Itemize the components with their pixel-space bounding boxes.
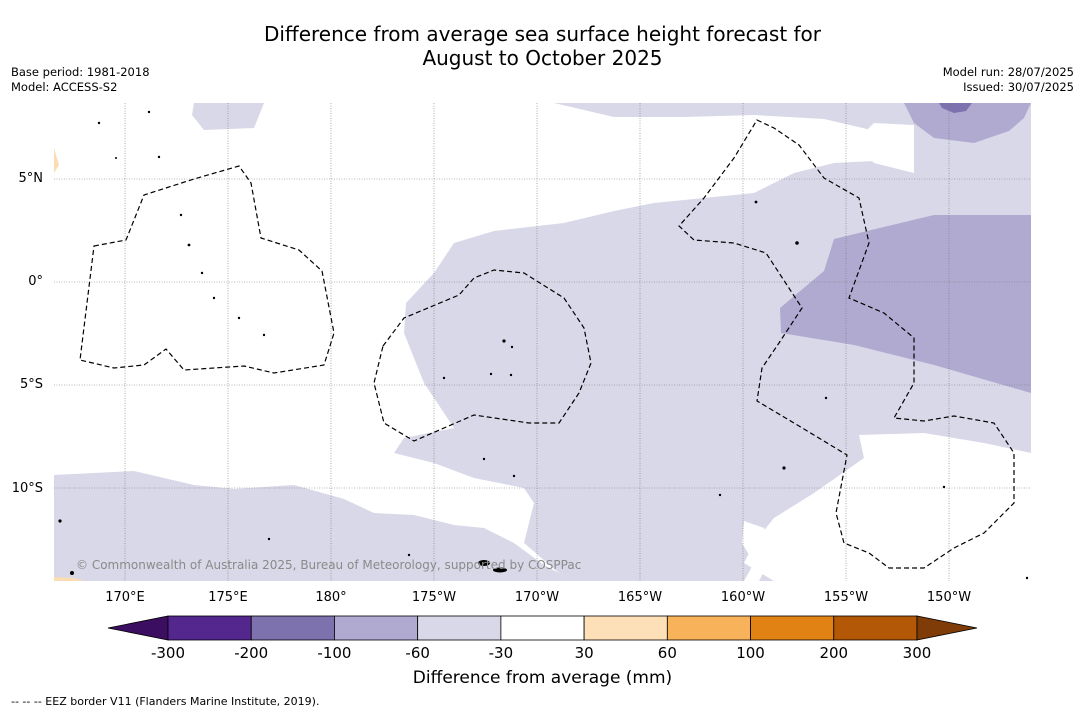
lon-label-165w: 165°W: [617, 590, 663, 605]
lon-label-155w: 155°W: [823, 590, 869, 605]
colorbar-segment: [750, 615, 835, 641]
lon-label-170e: 170°E: [105, 590, 145, 605]
colorbar-segment: [250, 615, 335, 641]
meta-right: Model run: 28/07/2025 Issued: 30/07/2025: [943, 65, 1074, 95]
colorbar-extend-high: [916, 615, 978, 641]
graticule: [54, 103, 1031, 581]
lon-label-175e: 175°E: [208, 590, 248, 605]
colorbar-tick-label: -30: [488, 644, 514, 662]
colorbar-tick-label: 300: [902, 644, 932, 662]
lon-label-170w: 170°W: [514, 590, 560, 605]
lat-label-0: 0°: [28, 274, 43, 289]
colorbar-segment: [417, 615, 502, 641]
lat-label-5s: 5°S: [19, 377, 43, 392]
copyright-notice: © Commonwealth of Australia 2025, Bureau…: [76, 558, 582, 572]
anomaly-region-northeast-core: [939, 103, 972, 113]
colorbar-tick-label: -60: [405, 644, 430, 662]
title-line-2: August to October 2025: [422, 46, 663, 70]
lon-label-160w: 160°W: [720, 590, 766, 605]
model-name: Model: ACCESS-S2: [11, 80, 118, 94]
map-area: [54, 103, 1031, 581]
map-svg: [54, 103, 1031, 581]
colorbar-segment: [666, 615, 751, 641]
issued-date: Issued: 30/07/2025: [963, 80, 1074, 94]
colorbar-tick-label: 60: [657, 644, 677, 662]
eez-border-line-islands: [678, 119, 1015, 569]
positive-anomaly-patch-south: [54, 577, 84, 581]
anomaly-region-east: [780, 215, 1031, 393]
chart-title: Difference from average sea surface heig…: [0, 22, 1085, 70]
colorbar-tick-label: -200: [234, 644, 269, 662]
lon-label-175w: 175°W: [411, 590, 457, 605]
anomaly-region-northeast: [904, 103, 1031, 143]
anomaly-region-southwest: [54, 475, 304, 533]
colorbar-label: Difference from average (mm): [412, 668, 673, 688]
colorbar-tick-label: 200: [819, 644, 849, 662]
positive-anomaly-patch: [54, 148, 59, 173]
eez-legend-note: -- -- -- EEZ border V11 (Flanders Marine…: [11, 695, 320, 708]
model-run: Model run: 28/07/2025: [942, 65, 1074, 79]
colorbar-segments: [107, 615, 978, 641]
lon-label-180: 180°: [315, 590, 347, 605]
neutral-gap-northeast: [854, 123, 914, 173]
colorbar-segment: [583, 615, 668, 641]
colorbar-segment: [167, 615, 252, 641]
lon-label-150w: 150°W: [926, 590, 972, 605]
anomaly-region-main: [394, 103, 1031, 581]
colorbar-tick-label: -300: [150, 644, 186, 662]
colorbar: [107, 615, 978, 641]
lat-label-10s: 10°S: [11, 481, 43, 496]
colorbar-segment: [334, 615, 419, 641]
eez-borders: [79, 119, 1015, 569]
neutral-gap-east: [859, 433, 1031, 469]
neutral-gap-southeast: [742, 521, 774, 581]
colorbar-tick-label: 30: [574, 644, 594, 662]
colorbar-segment: [500, 615, 585, 641]
colorbar-tick-label: 100: [736, 644, 765, 662]
base-period: Base period: 1981-2018: [11, 65, 150, 79]
colorbar-segment: [833, 615, 918, 641]
islands: [58, 110, 1029, 580]
lat-label-5n: 5°N: [18, 171, 44, 186]
title-line-1: Difference from average sea surface heig…: [263, 22, 822, 46]
meta-left: Base period: 1981-2018 Model: ACCESS-S2: [11, 65, 150, 95]
colorbar-tick-label: -100: [317, 644, 352, 662]
colorbar-extend-low: [107, 615, 169, 641]
